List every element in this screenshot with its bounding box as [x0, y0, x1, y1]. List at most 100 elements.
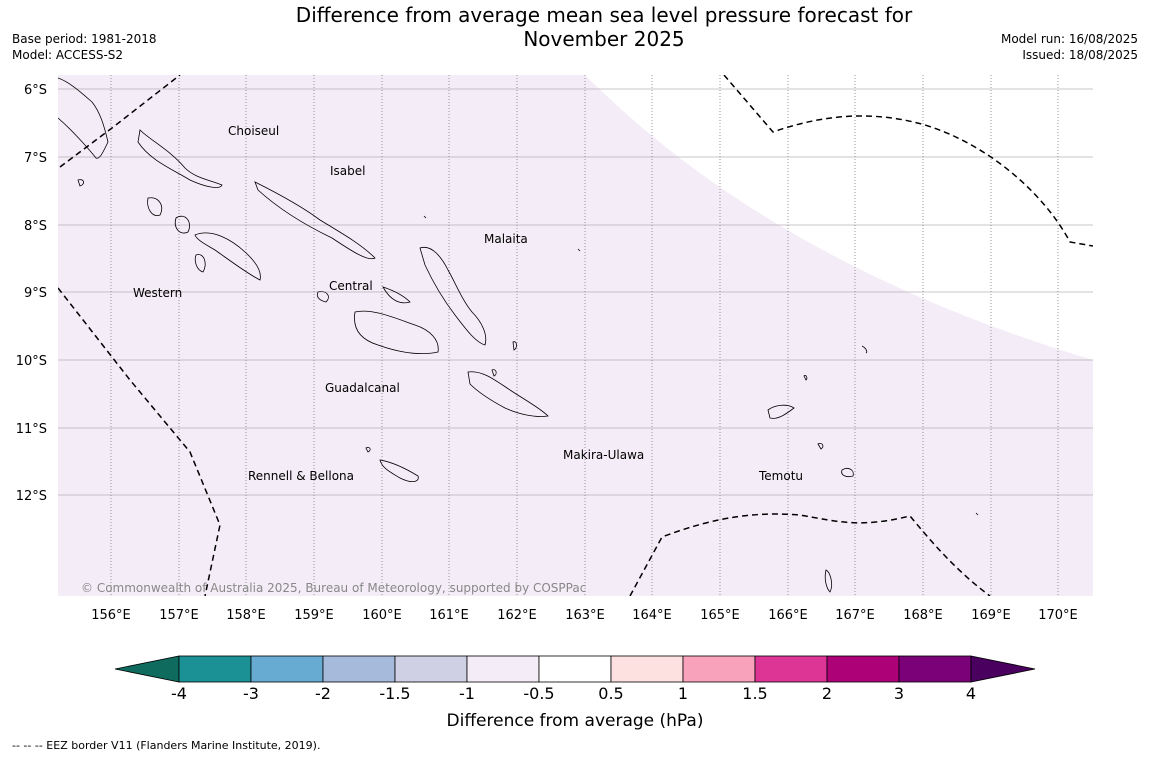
colorbar-tick-2: -2: [315, 684, 331, 703]
lon-label-162e: 162°E: [497, 608, 537, 623]
coast-anuta: [975, 512, 979, 516]
coast-kolombangara: [174, 215, 190, 234]
title-line-1: Difference from average mean sea level p…: [295, 3, 913, 27]
coast-vanikoro: [841, 468, 854, 478]
label-rennell-bellona: Rennell & Bellona: [248, 469, 354, 483]
copyright-notice: © Commonwealth of Australia 2025, Bureau…: [81, 581, 586, 595]
coast-russell: [316, 291, 329, 303]
colorbar-tick-6: 0.5: [598, 684, 623, 703]
label-guadalcanal: Guadalcanal: [325, 381, 400, 395]
colorbar-segment-9: [826, 655, 900, 683]
coast-reef-islands: [803, 375, 808, 381]
chart-title: Difference from average mean sea level p…: [0, 3, 1150, 51]
eez-borders: [58, 75, 1093, 596]
coast-new-georgia: [194, 232, 261, 281]
lat-label-10s: 10°S: [16, 354, 47, 369]
colorbar-tick-labels: -4 -3 -2 -1.5 -1 -0.5 0.5 1 1.5 2 3 4: [171, 684, 976, 703]
lon-label-166e: 166°E: [768, 608, 808, 623]
colorbar-tick-10: 3: [894, 684, 904, 703]
lon-label-167e: 167°E: [835, 608, 875, 623]
lon-label-158e: 158°E: [226, 608, 266, 623]
eez-border-northwest: [59, 75, 181, 168]
colorbar-under-arrow: [114, 655, 180, 683]
label-temotu: Temotu: [758, 469, 803, 483]
colorbar-over-arrow: [970, 655, 1036, 683]
colorbar-tick-5: -0.5: [523, 684, 554, 703]
eez-border-southeast: [629, 513, 991, 596]
lon-label-156e: 156°E: [91, 608, 131, 623]
colorbar-tick-11: 4: [966, 684, 976, 703]
colorbar-tick-4: -1: [459, 684, 475, 703]
lon-label-170e: 170°E: [1038, 608, 1078, 623]
coast-vella-lavella: [147, 197, 163, 216]
colorbar-tick-1: -3: [243, 684, 259, 703]
colorbar-tick-0: -4: [171, 684, 187, 703]
colorbar-segments: [178, 655, 972, 683]
coast-santa-cruz: [767, 404, 795, 419]
colorbar-segment-5: [538, 655, 612, 683]
coast-bougainville: [58, 77, 109, 159]
lat-label-11s: 11°S: [16, 422, 47, 437]
label-western: Western: [133, 286, 182, 300]
lon-label-160e: 160°E: [362, 608, 402, 623]
map-area: Choiseul Isabel Malaita Western Central …: [58, 75, 1093, 596]
coast-tikopia: [824, 569, 833, 593]
coast-rennell: [379, 459, 419, 482]
lat-gridlines: [58, 88, 1093, 496]
coast-makira: [467, 371, 549, 417]
colorbar-segment-8: [754, 655, 828, 683]
lat-label-8s: 8°S: [24, 219, 47, 234]
colorbar-segment-1: [250, 655, 324, 683]
colorbar-title: Difference from average (hPa): [447, 711, 704, 731]
meta-right: Model run: 16/08/2025 Issued: 18/08/2025: [1001, 31, 1138, 63]
model-run: Model run: 16/08/2025: [1000, 32, 1138, 46]
issued-date: Issued: 18/08/2025: [1022, 48, 1138, 62]
coastlines: [58, 77, 979, 593]
title-line-2: November 2025: [523, 27, 685, 51]
coast-sikaiana: [577, 248, 581, 252]
colorbar-tick-9: 2: [822, 684, 832, 703]
lon-label-164e: 164°E: [632, 608, 672, 623]
lon-label-168e: 168°E: [903, 608, 943, 623]
eez-footnote: -- -- -- EEZ border V11 (Flanders Marine…: [12, 739, 321, 752]
lon-label-161e: 161°E: [429, 608, 469, 623]
lon-label-159e: 159°E: [294, 608, 334, 623]
label-isabel: Isabel: [330, 164, 365, 178]
eez-border-northeast: [723, 75, 1093, 247]
colorbar-segment-7: [682, 655, 756, 683]
meta-left: Base period: 1981-2018 Model: ACCESS-S2: [12, 31, 157, 63]
colorbar-segment-6: [610, 655, 684, 683]
coast-duff: [861, 345, 868, 354]
label-makira-ulawa: Makira-Ulawa: [563, 448, 644, 462]
lon-label-169e: 169°E: [971, 608, 1011, 623]
lat-label-7s: 7°S: [24, 151, 47, 166]
colorbar-tick-8: 1.5: [742, 684, 767, 703]
base-period: Base period: 1981-2018: [12, 32, 157, 46]
colorbar-segment-3: [394, 655, 468, 683]
model-name: Model: ACCESS-S2: [12, 48, 124, 62]
anomaly-fill-white-region: [585, 75, 1093, 360]
colorbar-segment-10: [898, 655, 972, 683]
colorbar-segment-4: [466, 655, 540, 683]
lat-axis-labels: 6°S 7°S 8°S 9°S 10°S 11°S 12°S: [16, 83, 47, 504]
region-labels: Choiseul Isabel Malaita Western Central …: [133, 124, 803, 483]
coast-small-malaita: [512, 341, 517, 351]
colorbar-tick-3: -1.5: [379, 684, 410, 703]
colorbar-segment-2: [322, 655, 396, 683]
coast-malaita: [419, 246, 487, 346]
lon-axis-labels: 156°E 157°E 158°E 159°E 160°E 161°E 162°…: [91, 608, 1078, 623]
label-malaita: Malaita: [484, 232, 528, 246]
coast-ugi: [491, 369, 497, 377]
lon-label-157e: 157°E: [159, 608, 199, 623]
eez-border-southwest: [58, 287, 221, 596]
coast-ontong-java: [423, 215, 427, 219]
label-central: Central: [329, 279, 373, 293]
lon-label-165e: 165°E: [700, 608, 740, 623]
label-choiseul: Choiseul: [228, 124, 279, 138]
colorbar-tick-7: 1: [678, 684, 688, 703]
coast-utupua: [817, 443, 824, 450]
colorbar: -4 -3 -2 -1.5 -1 -0.5 0.5 1 1.5 2 3 4 Difference fr…: [114, 655, 1036, 731]
lat-label-12s: 12°S: [16, 489, 47, 504]
coast-bellona: [365, 447, 371, 453]
